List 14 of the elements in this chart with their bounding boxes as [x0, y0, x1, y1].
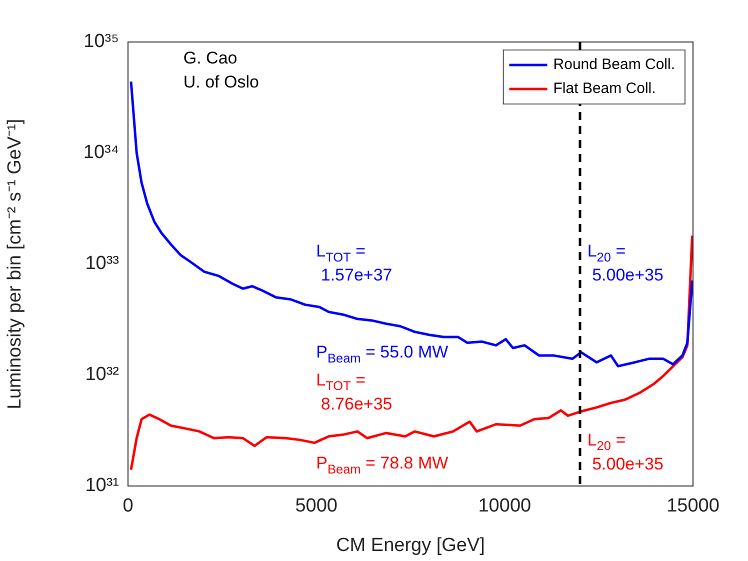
- y-axis-title: Luminosity per bin [cm⁻² s⁻¹ GeV⁻¹]: [4, 118, 26, 410]
- x-tick-label: 0: [122, 496, 134, 517]
- annotation: G. Cao U. of Oslo: [183, 48, 259, 92]
- y-tick-label: 10³⁵: [84, 31, 119, 52]
- legend-label: Round Beam Coll.: [553, 56, 676, 74]
- y-tick-label: 10³⁴: [83, 142, 119, 164]
- x-axis-title: CM Energy [GeV]: [336, 534, 485, 556]
- y-tick-label: 10³³: [85, 253, 119, 274]
- y-tick-label: 10³²: [85, 364, 119, 386]
- x-tick-label: 5000: [295, 496, 338, 517]
- x-tick-label: 15000: [666, 496, 720, 517]
- legend-label: Flat Beam Coll.: [553, 80, 656, 98]
- y-tick-label: 10³¹: [85, 475, 119, 496]
- x-tick-label: 10000: [478, 496, 532, 517]
